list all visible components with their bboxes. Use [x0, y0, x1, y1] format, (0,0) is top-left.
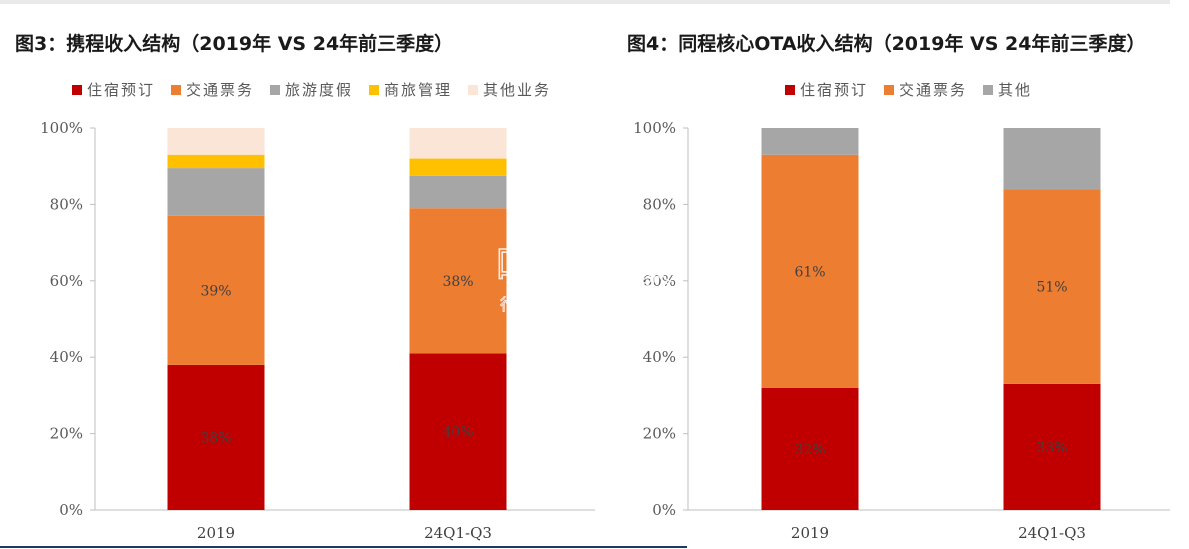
legend-swatch — [72, 85, 82, 95]
y-tick-label: 0% — [59, 501, 83, 519]
y-tick-label: 80% — [50, 195, 83, 213]
y-tick-label: 20% — [643, 425, 676, 443]
bar-segment — [409, 208, 507, 354]
chart-title-right: 图4：同程核心OTA收入结构（2019年 VS 24年前三季度） — [627, 33, 1146, 55]
legend-swatch — [270, 85, 280, 95]
chart-title-left: 图3：携程收入结构（2019年 VS 24年前三季度） — [15, 33, 454, 55]
data-label: 40% — [442, 425, 473, 441]
y-tick-label: 0% — [652, 501, 676, 519]
bar-segment — [409, 353, 507, 510]
bar-segment — [167, 364, 265, 510]
data-label: 51% — [1036, 280, 1067, 296]
legend-item: 住宿预订 — [785, 81, 868, 99]
bar-segment — [167, 215, 265, 365]
data-label: 39% — [200, 283, 231, 299]
legend-item: 其他 — [983, 81, 1032, 99]
bar-segment — [167, 168, 265, 216]
bar-segment — [1003, 383, 1101, 510]
bar-segment — [761, 128, 859, 155]
bar-segment — [1003, 189, 1101, 384]
x-tick-label: 24Q1-Q3 — [1018, 524, 1086, 542]
legend-label: 旅游度假 — [285, 81, 353, 99]
x-tick-label: 2019 — [197, 524, 235, 542]
legend-swatch — [369, 85, 379, 95]
legend-item: 其他业务 — [468, 81, 551, 99]
legend-label: 交通票务 — [186, 81, 254, 99]
legend-swatch — [785, 85, 795, 95]
data-label: 33% — [1036, 440, 1067, 456]
legend-swatch — [983, 85, 993, 95]
legend-item: 交通票务 — [884, 81, 967, 99]
legend-label: 其他 — [998, 81, 1032, 99]
data-label: 38% — [442, 274, 473, 290]
y-tick-label: 80% — [643, 195, 676, 213]
y-tick-label: 20% — [50, 425, 83, 443]
bar-segment — [409, 128, 507, 159]
x-tick-label: 24Q1-Q3 — [424, 524, 492, 542]
data-label: 32% — [794, 442, 825, 458]
bar-segment — [1003, 128, 1101, 190]
chart-left: 住宿预订 交通票务 旅游度假 商旅管理 其他业务 0% 20% 40% 60% 80% 100% 38… — [40, 81, 595, 542]
bar-segment — [167, 128, 265, 155]
y-tick-label: 40% — [643, 348, 676, 366]
y-tick-label: 100% — [40, 119, 83, 137]
y-tick-label: 40% — [50, 348, 83, 366]
legend-item: 旅游度假 — [270, 81, 353, 99]
y-tick-label: 60% — [643, 272, 676, 290]
bar-segment — [167, 154, 265, 169]
legend-label: 交通票务 — [899, 81, 967, 99]
y-tick-label: 60% — [50, 272, 83, 290]
bar-segment — [409, 158, 507, 176]
legend-label: 商旅管理 — [384, 81, 452, 99]
legend-item: 住宿预订 — [72, 81, 155, 99]
bar-segment — [761, 154, 859, 388]
legend-swatch — [884, 85, 894, 95]
x-tick-label: 2019 — [791, 524, 829, 542]
legend-item: 交通票务 — [171, 81, 254, 99]
legend-label: 住宿预订 — [800, 81, 868, 99]
legend-item: 商旅管理 — [369, 81, 452, 99]
bar-segment — [409, 175, 507, 209]
bar-segment — [761, 387, 859, 510]
legend-swatch — [468, 85, 478, 95]
chart-right: 住宿预订 交通票务 其他 0% 20% 40% 60% 80% 100% 32% 61% 2019 33… — [633, 81, 1170, 542]
legend-label: 其他业务 — [483, 81, 551, 99]
legend-label: 住宿预订 — [87, 81, 155, 99]
legend-swatch — [171, 85, 181, 95]
bottom-divider — [0, 546, 687, 548]
y-tick-label: 100% — [633, 119, 676, 137]
data-label: 38% — [200, 430, 231, 446]
top-divider — [0, 0, 1170, 4]
data-label: 61% — [794, 264, 825, 280]
